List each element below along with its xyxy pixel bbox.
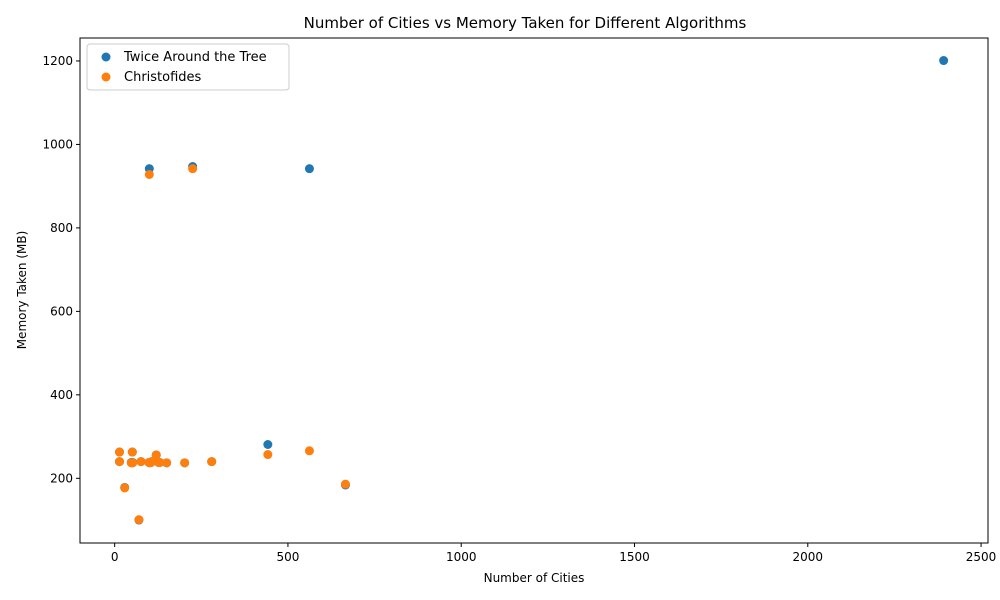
- y-tick-label: 1200: [42, 54, 73, 68]
- x-tick-label: 500: [276, 550, 299, 564]
- x-axis: 0 500 1000 1500 2000 2500: [111, 543, 997, 564]
- x-axis-label: Number of Cities: [484, 571, 585, 585]
- y-axis-label: Memory Taken (MB): [15, 231, 29, 350]
- x-tick-label: 1000: [446, 550, 477, 564]
- x-tick-label: 2000: [793, 550, 824, 564]
- data-point: [263, 440, 273, 450]
- data-point: [115, 457, 125, 467]
- legend-label-twice-around-the-tree: Twice Around the Tree: [123, 50, 267, 65]
- y-tick-label: 200: [50, 471, 73, 485]
- data-point: [115, 447, 125, 457]
- x-tick-label: 2500: [966, 550, 997, 564]
- data-point: [263, 450, 273, 460]
- data-point: [155, 457, 165, 467]
- data-point: [136, 457, 146, 467]
- data-point: [151, 450, 161, 460]
- data-points: [115, 56, 949, 525]
- y-tick-label: 400: [50, 388, 73, 402]
- data-point: [147, 457, 157, 467]
- legend-marker-twice-around-the-tree: [101, 52, 111, 62]
- data-point: [180, 458, 190, 468]
- legend-label-christofides: Christofides: [124, 70, 202, 85]
- x-tick-label: 1500: [619, 550, 650, 564]
- y-tick-label: 600: [50, 304, 73, 318]
- chart-title: Number of Cities vs Memory Taken for Dif…: [304, 14, 747, 32]
- data-point: [134, 515, 144, 525]
- series-0: [115, 56, 949, 525]
- x-tick-label: 0: [111, 550, 119, 564]
- data-point: [304, 164, 314, 174]
- data-point: [128, 458, 138, 468]
- y-tick-label: 1000: [42, 137, 73, 151]
- data-point: [120, 483, 130, 493]
- y-axis: 200 400 600 800 1000 1200: [42, 54, 80, 485]
- series-1: [115, 164, 350, 525]
- data-point: [304, 446, 314, 456]
- data-point: [340, 479, 350, 489]
- y-tick-label: 800: [50, 221, 73, 235]
- data-point: [188, 164, 198, 174]
- legend-frame: [86, 43, 290, 91]
- data-point: [939, 56, 949, 66]
- data-point: [127, 447, 137, 457]
- plot-frame: [79, 37, 989, 544]
- data-point: [144, 169, 154, 179]
- data-point: [162, 458, 172, 468]
- data-point: [207, 457, 217, 467]
- legend-marker-christofides: [101, 72, 111, 82]
- legend: Twice Around the Tree Christofides: [86, 43, 290, 91]
